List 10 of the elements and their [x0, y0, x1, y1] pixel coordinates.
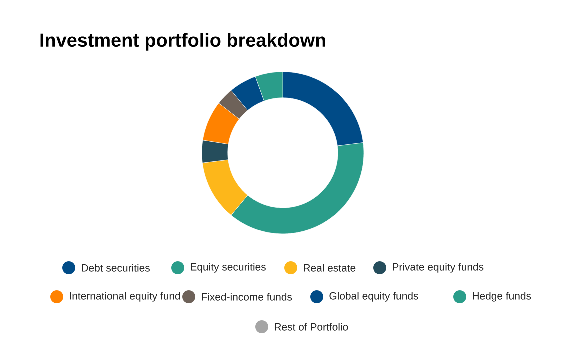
legend-label: Hedge funds — [473, 292, 532, 302]
legend-label: Global equity funds — [330, 292, 418, 302]
legend-label: Real estate — [304, 264, 356, 272]
legend-label: Equity securities — [191, 263, 266, 273]
legend-label: Debt securities — [82, 264, 150, 272]
legend-label: Rest of Portfolio — [275, 323, 348, 331]
legend-label: International equity fund — [70, 292, 180, 302]
chart-title: Investment portfolio breakdown — [40, 33, 326, 51]
legend-label: Private equity funds — [393, 263, 484, 273]
legend-label: Fixed-income funds — [202, 293, 292, 301]
